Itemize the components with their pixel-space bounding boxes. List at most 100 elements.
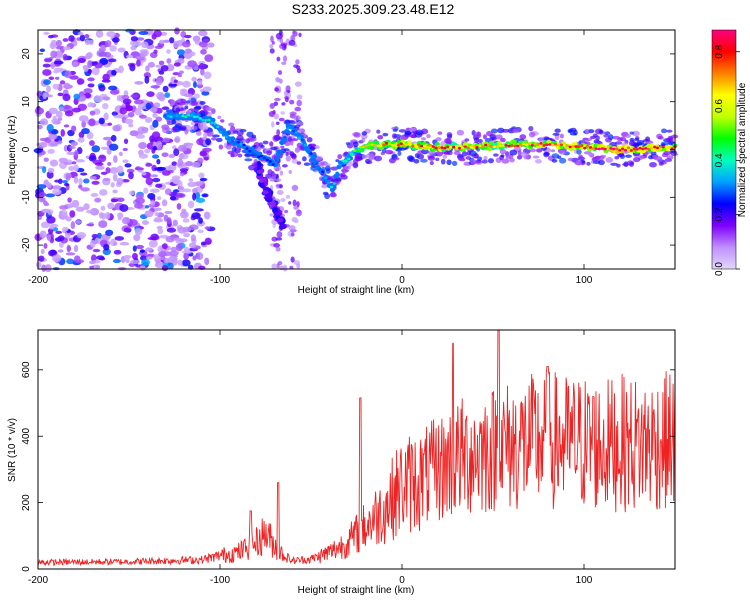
spectrogram-cell xyxy=(629,131,635,135)
spectrogram-cell xyxy=(190,101,199,106)
spectrogram-cell xyxy=(118,151,123,157)
spectrogram-ylabel: Frequency (Hz) xyxy=(7,116,18,185)
spectrogram-cell xyxy=(296,68,302,74)
spectrogram-cell xyxy=(382,132,389,137)
spectrogram-cell xyxy=(90,192,99,198)
spectrogram-cell xyxy=(420,158,428,163)
spectrogram-cell xyxy=(83,178,90,184)
spectrogram-cell xyxy=(125,105,133,112)
spectrogram-cell xyxy=(38,255,45,262)
spectrogram-cell xyxy=(145,256,153,260)
spectrogram-cell xyxy=(265,158,269,162)
spectrogram-cell xyxy=(197,229,204,234)
spectrogram-cell xyxy=(63,183,70,187)
spectrogram-cell xyxy=(446,132,453,138)
spectrogram-cell xyxy=(431,145,435,148)
spectrogram-cell xyxy=(509,157,515,163)
spectrogram-cell xyxy=(295,59,300,65)
spectrogram-cell xyxy=(591,156,599,162)
spectrogram-cell xyxy=(52,83,60,90)
spectrogram-cell xyxy=(528,125,534,132)
spectrogram-cell xyxy=(605,157,614,163)
spectrogram-cell xyxy=(269,102,275,109)
spectrogram-cell xyxy=(256,151,262,157)
spectrogram-cell xyxy=(43,157,49,162)
spectrogram-cell xyxy=(347,157,351,161)
spectrogram-cell xyxy=(158,60,165,66)
spectrogram-cell xyxy=(38,191,47,198)
spectrogram-cell xyxy=(397,151,402,156)
spectrogram-cell xyxy=(650,146,654,150)
spectrogram-cell xyxy=(264,180,269,187)
spectrogram-cell xyxy=(210,117,216,123)
spectrogram-cell xyxy=(134,167,145,171)
spectrogram-cell xyxy=(475,131,482,136)
spectrogram-cell xyxy=(43,79,51,85)
spectrogram-cell xyxy=(41,208,51,214)
spectrogram-cell xyxy=(294,206,298,211)
spectrogram-cell xyxy=(625,133,631,138)
spectrogram-cell xyxy=(315,162,319,165)
spectrogram-cell xyxy=(594,147,598,150)
spectrogram-cell xyxy=(76,232,87,239)
spectrogram-cell xyxy=(296,99,302,107)
spectrogram-cell xyxy=(587,152,595,157)
spectrogram-cell xyxy=(70,141,78,147)
spectrogram-cell xyxy=(49,249,57,256)
spectrogram-cell xyxy=(291,159,299,164)
spectrogram-cell xyxy=(649,161,657,168)
spectrogram-cell xyxy=(39,137,50,142)
spectrogram-xtick-label: 100 xyxy=(576,275,593,286)
spectrogram-cell xyxy=(324,193,331,200)
spectrogram-cell xyxy=(180,88,188,93)
spectrogram-cell xyxy=(429,160,434,166)
spectrogram-cell xyxy=(198,217,203,224)
spectrogram-cell xyxy=(182,226,192,233)
spectrogram-cell xyxy=(143,187,149,194)
spectrogram-cell xyxy=(68,35,75,42)
spectrogram-cell xyxy=(74,220,82,225)
spectrogram-cell xyxy=(171,145,177,150)
spectrogram-cell xyxy=(50,50,58,59)
spectrogram-xtick-label: -200 xyxy=(28,275,48,286)
spectrogram-cell xyxy=(521,142,526,145)
spectrogram-cell xyxy=(171,126,178,133)
colorbar-tick-label: 0.6 xyxy=(714,99,725,113)
spectrogram-cell xyxy=(152,112,158,118)
spectrogram-cell xyxy=(48,133,58,140)
spectrogram-cell xyxy=(391,133,397,139)
spectrogram-cell xyxy=(185,111,192,115)
spectrogram-cell xyxy=(192,81,198,88)
spectrogram-cell xyxy=(86,223,94,227)
spectrogram-ytick-label: 10 xyxy=(21,96,32,108)
spectrogram-cell xyxy=(434,146,438,150)
spectrogram-cell xyxy=(181,208,187,214)
spectrogram-cell xyxy=(91,67,100,76)
spectrogram-cell xyxy=(179,168,189,172)
spectrogram-cell xyxy=(175,193,186,198)
spectrogram-cell xyxy=(520,151,528,158)
spectrogram-cell xyxy=(187,200,195,209)
spectrogram-cell xyxy=(133,99,144,105)
spectrogram-cell xyxy=(233,141,237,145)
spectrogram-cell xyxy=(269,43,274,49)
spectrogram-cell xyxy=(274,87,279,92)
spectrogram-cell xyxy=(256,169,264,174)
spectrogram-cell xyxy=(667,145,671,148)
spectrogram-cell xyxy=(266,197,273,202)
snr-ytick-label: 0 xyxy=(21,566,32,572)
spectrogram-cell xyxy=(489,144,494,148)
spectrogram-cell xyxy=(150,200,156,206)
spectrogram-cell xyxy=(103,112,109,121)
spectrogram-cell xyxy=(498,144,502,148)
spectrogram-cell xyxy=(276,190,284,195)
spectrogram-cell xyxy=(289,111,297,116)
spectrogram-cell xyxy=(315,155,323,161)
spectrogram-cell xyxy=(291,184,299,192)
spectrogram-cell xyxy=(46,216,56,224)
spectrogram-cell xyxy=(201,121,207,129)
spectrogram-cell xyxy=(548,143,552,146)
spectrogram-cell xyxy=(177,144,187,152)
spectrogram-cell xyxy=(628,140,636,147)
spectrogram-cell xyxy=(344,159,348,163)
